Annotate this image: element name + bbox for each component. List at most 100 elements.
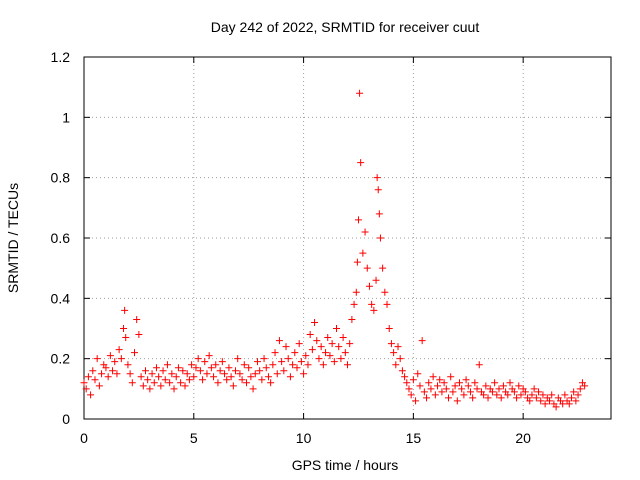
y-tick-label: 1 [62,109,70,125]
data-point [414,370,422,378]
data-point [313,337,321,345]
data-point [247,373,255,381]
data-point [539,391,547,399]
data-point [203,370,211,378]
data-point [484,394,492,402]
data-point [205,352,213,360]
data-point [192,364,200,372]
data-point [133,315,141,323]
data-point [559,400,567,408]
data-point [121,306,129,314]
x-tick-label: 5 [190,430,198,446]
data-point [319,361,327,369]
data-point [423,394,431,402]
data-point [196,367,204,375]
data-point [510,388,518,396]
data-point [242,379,250,387]
data-point [253,358,261,366]
data-point [361,228,369,236]
data-point [84,373,92,381]
data-point [495,385,503,393]
data-point [348,315,356,323]
data-point [161,376,169,384]
data-point [223,376,231,384]
data-point [258,376,266,384]
data-point [120,325,128,332]
data-point [535,388,543,396]
data-point [521,388,529,396]
data-point [271,349,279,357]
data-point [357,159,365,167]
data-point [91,376,99,384]
data-point [256,367,264,375]
data-point [232,367,240,375]
data-point [530,385,538,393]
data-point [458,385,466,393]
data-point [370,306,378,314]
data-point [302,352,310,360]
data-point [396,355,404,363]
data-point [504,391,512,399]
data-point [350,300,358,308]
data-point [546,397,554,405]
data-point [240,361,248,369]
data-point [506,379,514,387]
data-point [346,340,354,348]
data-point [363,264,371,272]
data-point [122,334,130,342]
y-tick-label: 0.2 [51,351,71,367]
data-point [394,343,402,351]
data-point [570,388,578,396]
data-point [356,89,364,97]
data-point [146,385,154,393]
data-point [260,355,268,363]
data-point [227,373,235,381]
data-point [528,391,536,399]
data-point [416,382,424,390]
data-point [174,364,182,372]
data-point [526,397,534,405]
data-point [135,331,143,339]
data-point [471,379,479,387]
data-point [190,373,198,381]
data-point [375,210,383,218]
data-point [376,234,384,242]
x-tick-label: 0 [80,430,88,446]
data-point [431,391,439,399]
data-point [152,364,160,372]
data-point [387,340,395,348]
data-point [392,361,400,369]
grid-lines [84,57,611,419]
data-point [574,391,582,399]
data-point [185,376,193,384]
data-point [95,382,103,390]
y-tick-label: 0 [62,411,70,427]
data-point [401,373,409,381]
data-point [480,391,488,399]
data-point [172,373,180,381]
y-tick-label: 0.4 [51,290,71,306]
data-point [341,349,349,357]
data-point [455,379,463,387]
data-point [275,337,283,345]
data-point [214,379,222,387]
data-point [576,385,584,393]
data-point [194,355,202,363]
data-point [429,373,437,381]
data-point [552,403,560,411]
data-point [168,370,176,378]
data-point [117,355,125,363]
data-point [216,367,224,375]
data-point [482,382,490,390]
data-point [491,379,499,387]
data-point [469,394,477,402]
data-point [306,331,314,339]
data-point [262,364,270,372]
data-point [352,288,360,296]
data-point [333,325,341,332]
y-axis-ticks: 0 0.2 0.4 0.6 0.8 1 1.2 [51,49,611,427]
data-point [98,370,106,378]
data-point [354,216,362,224]
data-point [359,249,367,257]
data-point [163,361,171,369]
